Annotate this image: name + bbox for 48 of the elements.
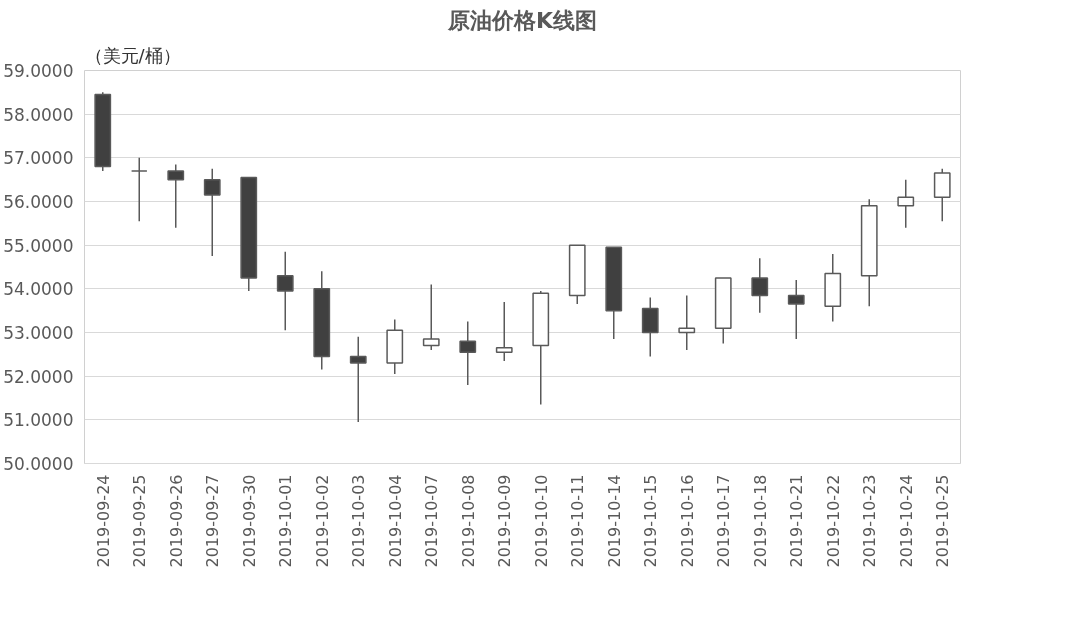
y-tick-label: 53.0000 — [3, 323, 74, 343]
x-tick-label: 2019-10-23 — [860, 474, 880, 568]
x-tick-label: 2019-10-03 — [349, 474, 369, 568]
candlestick — [349, 336, 367, 423]
candlestick — [787, 279, 805, 340]
candlestick — [276, 250, 294, 332]
x-tick-label: 2019-10-08 — [458, 474, 478, 568]
x-tick-label: 2019-10-02 — [312, 474, 332, 568]
x-tick-label: 2019-10-16 — [677, 474, 697, 568]
candlestick — [130, 157, 148, 222]
y-tick-label: 55.0000 — [3, 235, 74, 256]
x-tick-label: 2019-10-10 — [531, 474, 551, 568]
x-tick-label: 2019-10-25 — [933, 474, 953, 568]
x-tick-label: 2019-10-15 — [641, 474, 661, 568]
candlestick — [422, 283, 440, 351]
x-tick-label: 2019-10-22 — [823, 474, 843, 568]
x-tick-label: 2019-10-07 — [422, 474, 442, 568]
x-tick-label: 2019-10-01 — [276, 474, 296, 568]
candlestick — [167, 163, 185, 229]
x-tick-label: 2019-09-24 — [93, 474, 113, 568]
y-tick-label: 52.0000 — [3, 366, 74, 387]
y-tick-label: 58.0000 — [3, 104, 74, 125]
x-tick-label: 2019-10-04 — [385, 474, 405, 568]
x-tick-label: 2019-10-14 — [604, 474, 624, 568]
x-tick-label: 2019-09-25 — [130, 474, 150, 568]
x-tick-label: 2019-09-30 — [239, 474, 259, 568]
candlestick — [751, 257, 769, 314]
x-tick-label: 2019-10-21 — [787, 474, 807, 568]
y-tick-label: 54.0000 — [3, 279, 74, 300]
candlestick — [495, 301, 513, 362]
candlestick — [678, 294, 696, 351]
y-axis-title: （美元/桶） — [84, 44, 181, 66]
x-tick-label: 2019-09-26 — [166, 474, 186, 568]
x-tick-label: 2019-10-18 — [750, 474, 770, 568]
x-tick-label: 2019-10-24 — [896, 474, 916, 568]
candlestick — [203, 168, 221, 257]
x-tick-label: 2019-10-17 — [714, 474, 734, 568]
y-tick-label: 59.0000 — [3, 61, 74, 81]
y-tick-label: 51.0000 — [3, 410, 74, 431]
chart-title: 原油价格K线图 — [446, 7, 598, 33]
y-tick-label: 57.0000 — [3, 148, 74, 169]
x-tick-label: 2019-09-27 — [203, 474, 223, 568]
y-tick-label: 56.0000 — [3, 192, 74, 212]
x-tick-label: 2019-10-11 — [568, 474, 588, 568]
candlestick — [459, 320, 477, 386]
x-tick-label: 2019-10-09 — [495, 474, 515, 568]
candlestick — [897, 178, 915, 229]
y-tick-label: 50.0000 — [3, 454, 74, 474]
